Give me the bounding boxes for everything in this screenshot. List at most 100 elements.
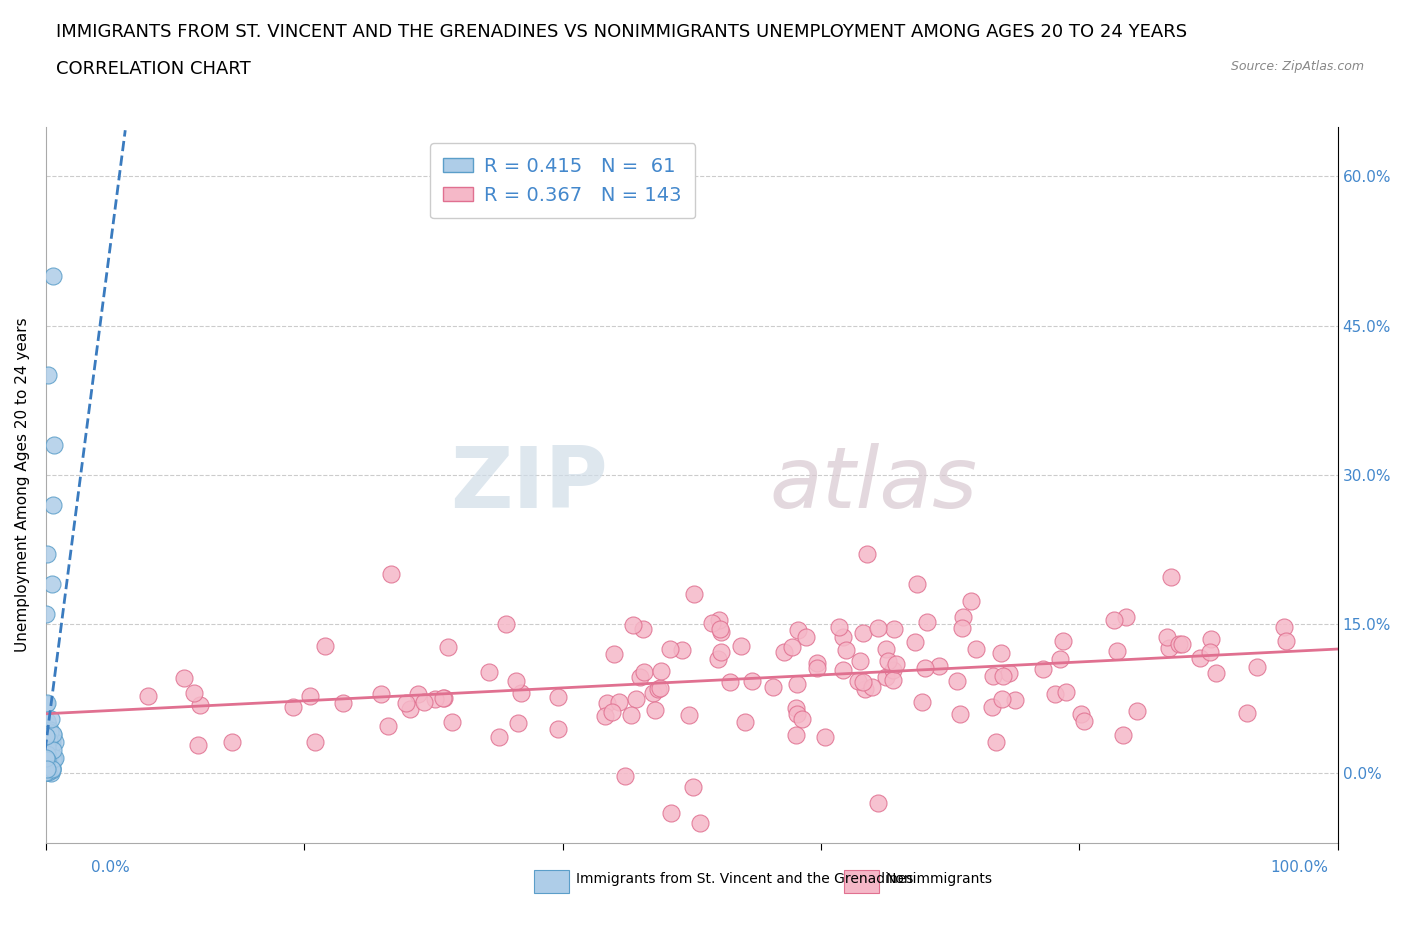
Point [38,750,60,764]
Point [806,660,828,675]
Point [37,762,59,777]
Point [304,735,326,750]
Point [1105,644,1128,658]
Point [35,763,58,777]
Point [710,625,733,640]
Point [831,663,853,678]
Point [1112,727,1135,742]
Text: 0.0%: 0.0% [91,860,131,875]
Point [991,692,1014,707]
Point [773,644,796,659]
Point [37,368,59,383]
Point [882,663,904,678]
Point [946,674,969,689]
Point [785,701,807,716]
Point [1275,634,1298,649]
Point [806,656,828,671]
Point [37,739,59,754]
Point [35,697,58,711]
Point [377,719,399,734]
Point [41,726,63,741]
Point [298,688,321,703]
Point [905,577,928,591]
Point [1199,631,1222,646]
Point [683,587,706,602]
Point [1104,612,1126,627]
Point [641,686,664,701]
Point [42,269,65,284]
Point [846,673,869,688]
Point [796,630,818,644]
Point [395,696,418,711]
Point [42,728,65,743]
Point [1171,636,1194,651]
Point [35,739,58,754]
Point [866,620,889,635]
Point [928,658,950,673]
Point [828,620,851,635]
Text: Source: ZipAtlas.com: Source: ZipAtlas.com [1230,60,1364,73]
Point [706,652,728,667]
Point [39,765,62,780]
Point [792,712,814,727]
Point [882,672,904,687]
Point [762,680,785,695]
Point [734,715,756,730]
Point [35,764,58,779]
Point [412,695,434,710]
Point [835,642,858,657]
Point [510,685,533,700]
Point [37,745,59,760]
Point [35,750,58,764]
Point [852,674,875,689]
Text: atlas: atlas [769,444,977,526]
Point [702,615,724,630]
Point [1246,659,1268,674]
Point [506,715,529,730]
Point [547,689,569,704]
Point [37,722,59,737]
Point [42,742,65,757]
Point [495,617,517,631]
Point [37,758,59,773]
Point [1205,665,1227,680]
Point [952,609,974,624]
Point [780,640,803,655]
Point [35,756,58,771]
Point [1054,684,1077,699]
Point [38,755,60,770]
Point [603,647,626,662]
Point [37,748,59,763]
Point [1236,706,1258,721]
Point [1032,661,1054,676]
Point [440,714,463,729]
Point [437,640,460,655]
Point [37,726,59,741]
Point [41,762,63,777]
Point [37,764,59,779]
Point [876,654,898,669]
Point [1115,610,1137,625]
Point [593,709,616,724]
Point [868,796,890,811]
Point [855,547,877,562]
Point [707,613,730,628]
Point [914,660,936,675]
Point [855,682,877,697]
Point [370,686,392,701]
Point [875,642,897,657]
Point [952,620,974,635]
Point [1156,630,1178,644]
Point [990,645,1012,660]
Point [42,751,65,766]
Point [1188,651,1211,666]
Point [620,708,643,723]
Point [35,714,58,729]
Point [1049,651,1071,666]
Point [41,763,63,777]
Point [993,669,1015,684]
Point [488,729,510,744]
Point [37,764,59,779]
Point [965,642,987,657]
Point [917,614,939,629]
